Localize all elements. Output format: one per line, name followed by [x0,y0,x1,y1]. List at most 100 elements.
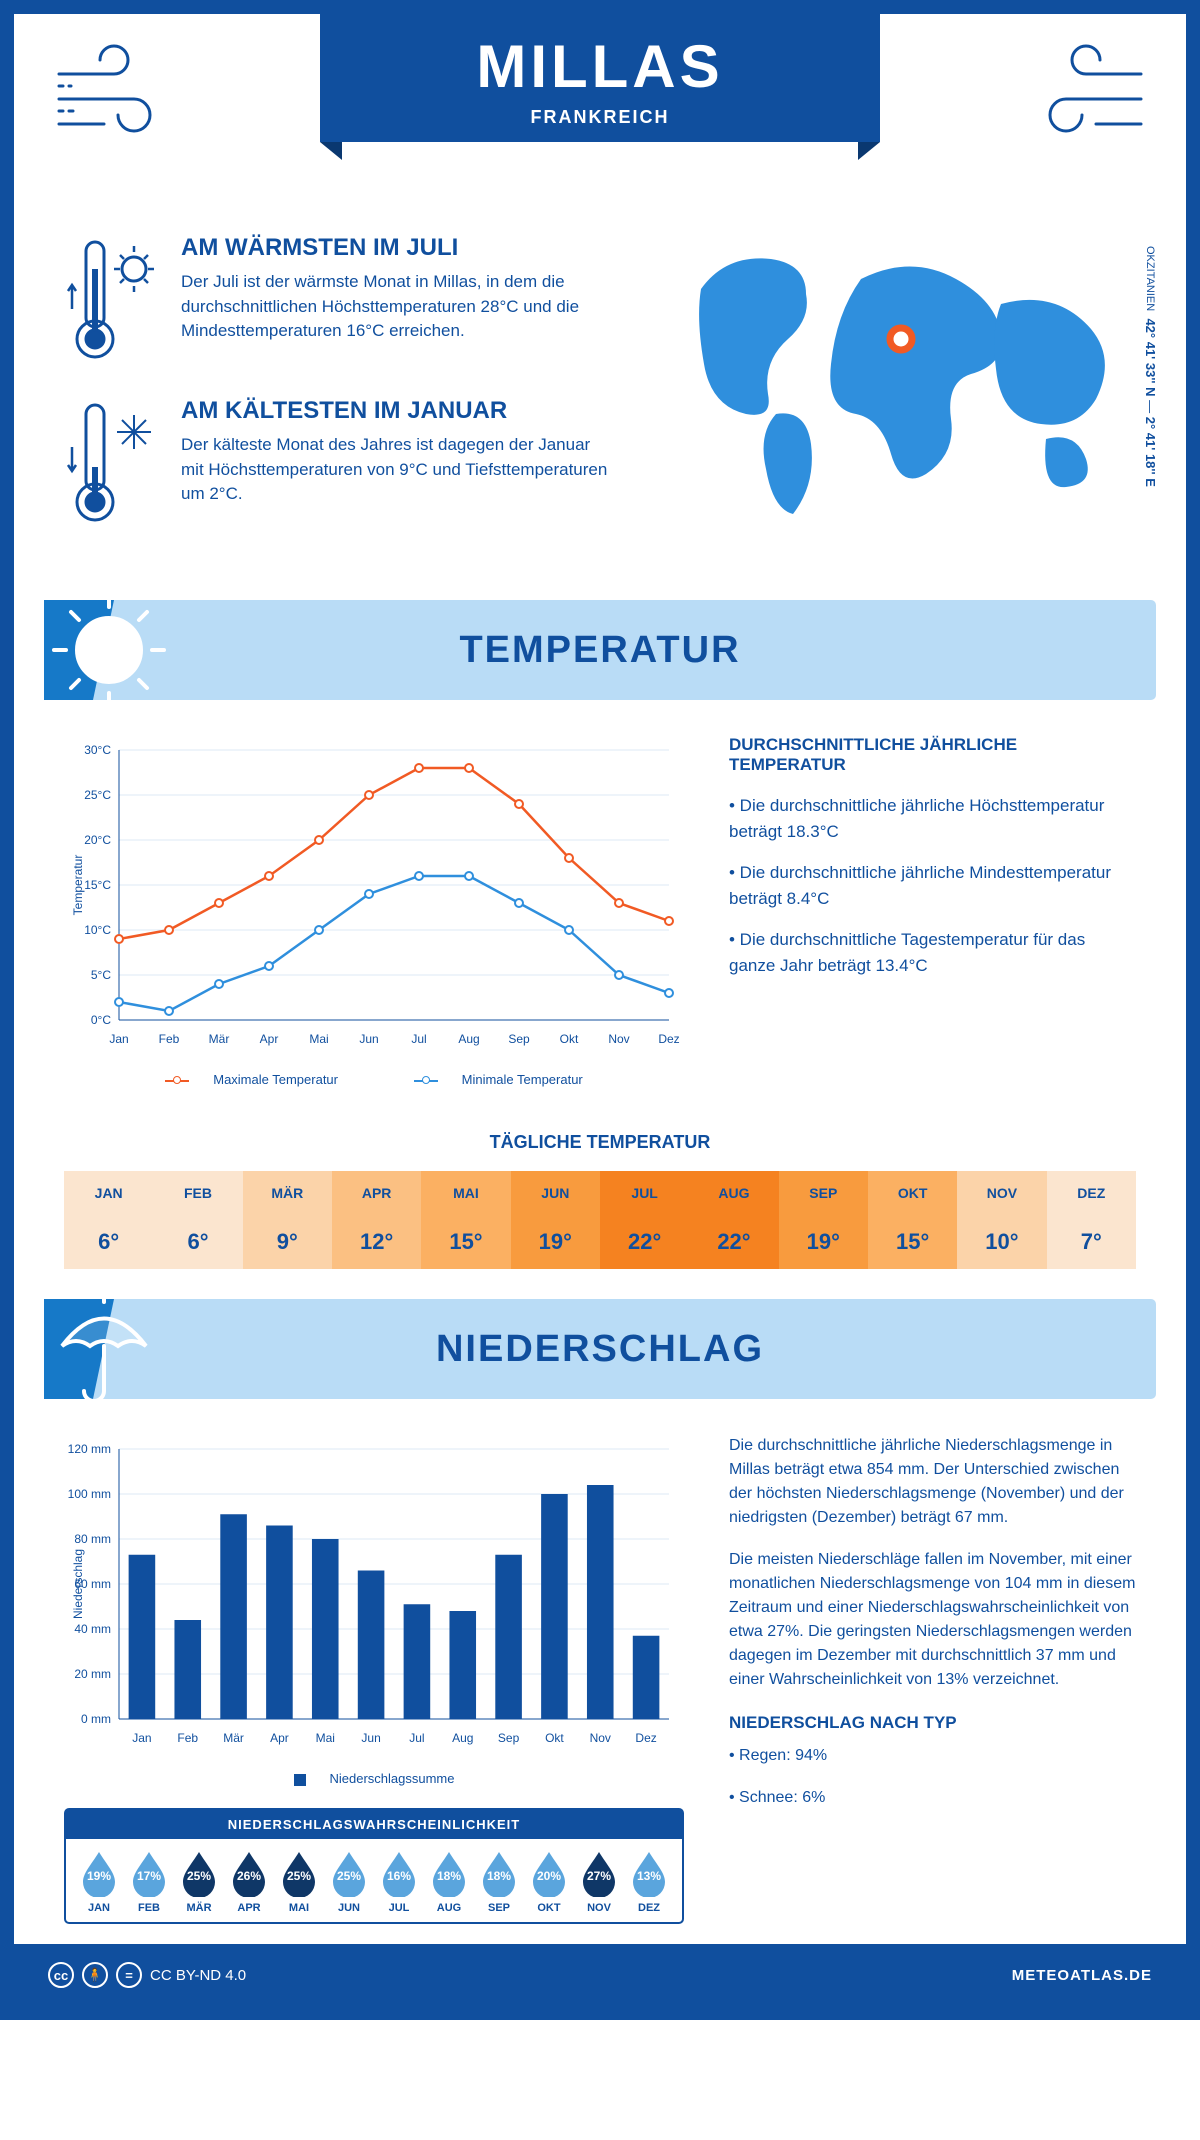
header: MILLAS FRANKREICH [14,14,1186,224]
svg-text:Jul: Jul [411,1032,426,1046]
daily-col: FEB6° [153,1171,242,1269]
prob-cell: 26%APR [224,1849,274,1914]
daily-col: SEP19° [779,1171,868,1269]
wind-icon [49,44,179,154]
svg-text:Okt: Okt [545,1731,564,1745]
svg-text:Apr: Apr [260,1032,279,1046]
svg-text:Temperatur: Temperatur [71,855,85,916]
prob-cell: 18%SEP [474,1849,524,1914]
coldest-text: Der kälteste Monat des Jahres ist dagege… [181,433,611,507]
temperature-title: TEMPERATUR [459,629,740,672]
thermometer-cold-icon [64,397,159,532]
umbrella-icon [44,1284,164,1419]
svg-text:Aug: Aug [458,1032,479,1046]
intro-section: AM WÄRMSTEN IM JULI Der Juli ist der wär… [14,224,1186,590]
svg-text:5°C: 5°C [91,968,111,982]
svg-text:Okt: Okt [560,1032,579,1046]
coldest-title: AM KÄLTESTEN IM JANUAR [181,397,611,425]
chart-legend: Maximale Temperatur Minimale Temperatur [64,1072,684,1087]
prob-cell: 13%DEZ [624,1849,674,1914]
warmest-title: AM WÄRMSTEN IM JULI [181,234,611,262]
svg-text:Apr: Apr [270,1731,289,1745]
daily-col: JUL22° [600,1171,689,1269]
prob-cell: 16%JUL [374,1849,424,1914]
world-map: OKZITANIEN 42° 41' 33'' N — 2° 41' 18'' … [656,234,1136,560]
daily-col: JAN6° [64,1171,153,1269]
prob-cell: 17%FEB [124,1849,174,1914]
svg-text:0°C: 0°C [91,1013,111,1027]
svg-text:20 mm: 20 mm [74,1667,111,1681]
svg-text:Jul: Jul [409,1731,424,1745]
svg-text:Nov: Nov [608,1032,629,1046]
cc-icon: cc [48,1962,74,1988]
svg-text:Mai: Mai [316,1731,335,1745]
svg-text:Sep: Sep [508,1032,530,1046]
wind-icon [1021,44,1151,154]
daily-col: AUG22° [689,1171,778,1269]
chart-legend: Niederschlagssumme [64,1771,684,1786]
prob-cell: 27%NOV [574,1849,624,1914]
daily-col: DEZ7° [1047,1171,1136,1269]
svg-text:Mär: Mär [223,1731,244,1745]
svg-text:Dez: Dez [635,1731,656,1745]
svg-text:Jan: Jan [109,1032,128,1046]
svg-text:80 mm: 80 mm [74,1532,111,1546]
prob-cell: 25%MAI [274,1849,324,1914]
precipitation-summary: Die durchschnittliche jährliche Niedersc… [729,1434,1136,1924]
footer: cc 🧍 = CC BY-ND 4.0 METEOATLAS.DE [14,1944,1186,2006]
temperature-banner: TEMPERATUR [44,600,1156,700]
svg-text:40 mm: 40 mm [74,1622,111,1636]
license-text: CC BY-ND 4.0 [150,1967,246,1984]
city-title: MILLAS [320,32,880,101]
svg-text:Mär: Mär [209,1032,230,1046]
svg-text:10°C: 10°C [84,923,111,937]
svg-text:20°C: 20°C [84,833,111,847]
svg-text:Mai: Mai [309,1032,328,1046]
warmest-text: Der Juli ist der wärmste Monat in Millas… [181,270,611,344]
precipitation-probability-box: NIEDERSCHLAGSWAHRSCHEINLICHKEIT 19%JAN17… [64,1808,684,1924]
prob-cell: 25%JUN [324,1849,374,1914]
title-ribbon: MILLAS FRANKREICH [320,14,880,142]
prob-cell: 19%JAN [74,1849,124,1914]
site-name: METEOATLAS.DE [1012,1967,1152,1984]
coordinates: OKZITANIEN 42° 41' 33'' N — 2° 41' 18'' … [1143,246,1158,487]
svg-text:30°C: 30°C [84,743,111,757]
svg-text:120 mm: 120 mm [68,1442,111,1456]
sun-icon [44,585,174,720]
thermometer-hot-icon [64,234,159,369]
daily-temp-table: JAN6°FEB6°MÄR9°APR12°MAI15°JUN19°JUL22°A… [64,1171,1136,1269]
daily-temp-title: TÄGLICHE TEMPERATUR [14,1132,1186,1153]
daily-col: OKT15° [868,1171,957,1269]
prob-cell: 20%OKT [524,1849,574,1914]
svg-text:Aug: Aug [452,1731,473,1745]
daily-col: MÄR9° [243,1171,332,1269]
svg-text:25°C: 25°C [84,788,111,802]
warmest-block: AM WÄRMSTEN IM JULI Der Juli ist der wär… [64,234,616,369]
svg-text:Jun: Jun [361,1731,380,1745]
by-icon: 🧍 [82,1962,108,1988]
country-subtitle: FRANKREICH [320,107,880,128]
svg-text:Feb: Feb [177,1731,198,1745]
svg-text:15°C: 15°C [84,878,111,892]
precipitation-banner: NIEDERSCHLAG [44,1299,1156,1399]
daily-col: NOV10° [957,1171,1046,1269]
prob-cell: 18%AUG [424,1849,474,1914]
svg-text:0 mm: 0 mm [81,1712,111,1726]
svg-text:Feb: Feb [159,1032,180,1046]
daily-col: MAI15° [421,1171,510,1269]
svg-text:Niederschlag: Niederschlag [71,1549,85,1619]
prob-cell: 25%MÄR [174,1849,224,1914]
svg-text:Sep: Sep [498,1731,520,1745]
temperature-summary: DURCHSCHNITTLICHE JÄHRLICHE TEMPERATUR •… [729,735,1136,1087]
daily-col: JUN19° [511,1171,600,1269]
infographic-frame: MILLAS FRANKREICH AM WÄRMSTEN IM JULI De… [0,0,1200,2020]
daily-col: APR12° [332,1171,421,1269]
precipitation-bar-chart: 0 mm20 mm40 mm60 mm80 mm100 mm120 mmJanF… [64,1434,684,1924]
svg-text:Nov: Nov [590,1731,611,1745]
svg-text:Jan: Jan [132,1731,151,1745]
svg-text:100 mm: 100 mm [68,1487,111,1501]
svg-text:Dez: Dez [658,1032,679,1046]
nd-icon: = [116,1962,142,1988]
precipitation-title: NIEDERSCHLAG [436,1328,764,1371]
svg-text:Jun: Jun [359,1032,378,1046]
